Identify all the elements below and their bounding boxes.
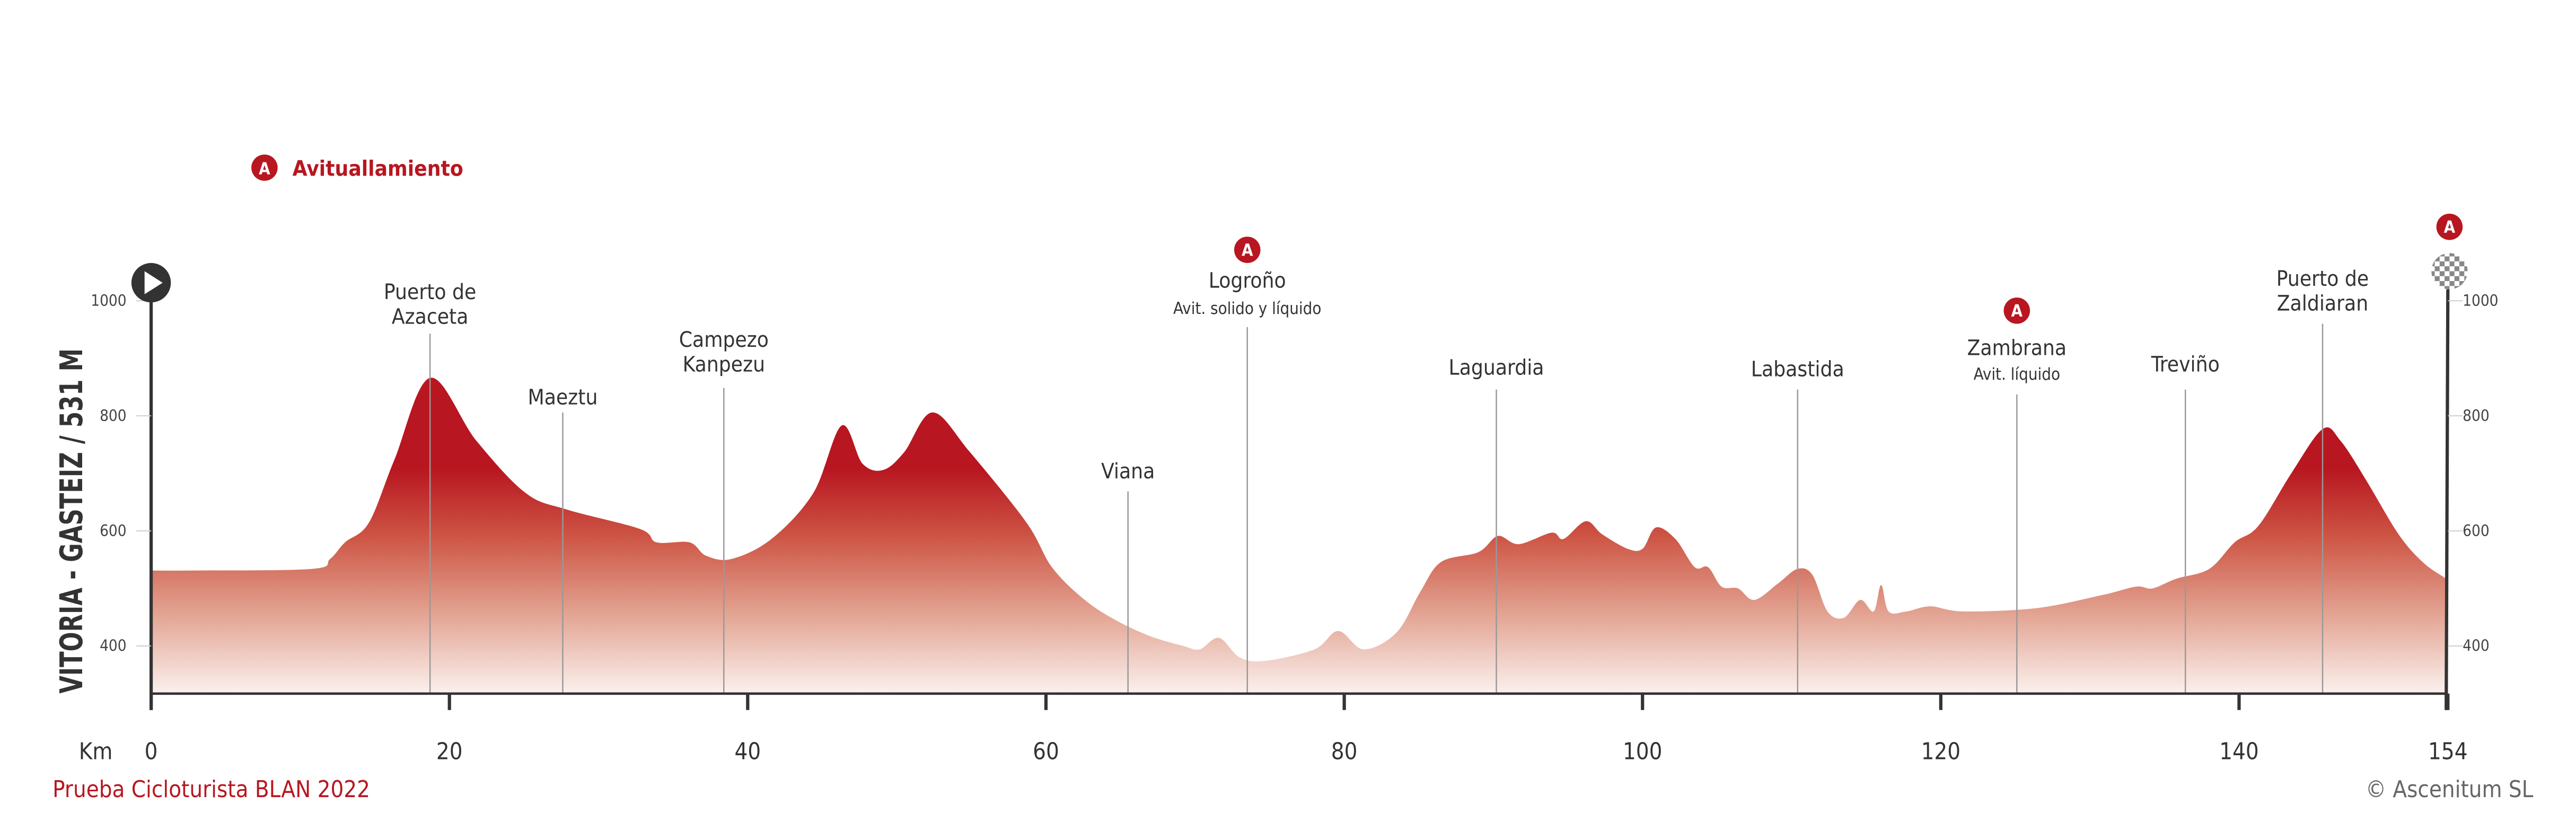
landmark-label: Laguardia: [1449, 356, 1544, 380]
x-tick-label: 60: [1033, 739, 1059, 765]
landmark-note: Avit. solido y líquido: [1173, 299, 1321, 318]
landmark-label: Puerto de: [384, 280, 476, 304]
checkered-flag-icon: [2431, 253, 2468, 290]
x-tick-label: 20: [436, 739, 463, 765]
copyright: © Ascenitum SL: [2366, 776, 2534, 803]
y-tick-label-right: 800: [2463, 406, 2490, 424]
landmark-label: Maeztu: [528, 385, 598, 409]
y-tick-label-left: 400: [100, 636, 127, 654]
feed-zone-icon: [1234, 237, 1261, 263]
y-tick-label-left: 800: [100, 406, 127, 424]
y-axis-right: [2445, 289, 2450, 710]
landmark-label: Labastida: [1751, 357, 1844, 382]
x-tick-label: 80: [1331, 739, 1358, 765]
landmark-label: Kanpezu: [683, 352, 765, 377]
feed-zone-icon-letter: A: [2444, 218, 2456, 237]
legend-label: Avituallamiento: [293, 157, 463, 181]
y-tick-label-right: 1000: [2463, 291, 2498, 309]
y-tick-label-right: 600: [2463, 521, 2490, 539]
x-tick-label: 120: [1921, 739, 1960, 765]
x-tick-label: 0: [145, 739, 158, 765]
landmark-label: Logroño: [1209, 268, 1286, 293]
feed-zone-icon: [251, 154, 278, 181]
play-triangle: [144, 271, 163, 294]
x-tick-label: 100: [1623, 739, 1662, 765]
landmark-label: Puerto de: [2276, 267, 2369, 291]
landmark-label: Viana: [1101, 459, 1155, 484]
feed-zone-icon: [2003, 297, 2030, 324]
landmark-label: Zaldiaran: [2277, 292, 2368, 316]
elevation-area: [151, 378, 2448, 694]
y-tick-label-right: 400: [2463, 636, 2490, 654]
legend: A Avituallamiento: [251, 154, 463, 181]
y-tick-label-left: 600: [100, 521, 127, 539]
feed-zone-icon: [2436, 213, 2463, 240]
y-tick-label-left: 1000: [91, 291, 126, 309]
x-tick-label: 140: [2219, 739, 2258, 765]
landmark-label: Treviño: [2151, 352, 2220, 377]
landmark-label: Azaceta: [392, 305, 469, 329]
landmark-label: Campezo: [679, 328, 769, 352]
event-name: Prueba Cicloturista BLAN 2022: [52, 776, 370, 803]
landmark-label: Zambrana: [1967, 336, 2067, 360]
feed-zone-icon-letter: A: [1242, 241, 1253, 260]
landmark-note: Avit. líquido: [1974, 365, 2060, 384]
feed-zone-icon-letter: A: [2011, 302, 2023, 321]
x-tick-label: 40: [735, 739, 761, 765]
feed-zone-icon-letter: A: [259, 160, 270, 179]
x-axis-label: Km: [79, 739, 113, 765]
x-tick-label: 154: [2428, 739, 2467, 765]
route-title: VITORIA - GASTEIZ / 531 M: [53, 348, 90, 694]
